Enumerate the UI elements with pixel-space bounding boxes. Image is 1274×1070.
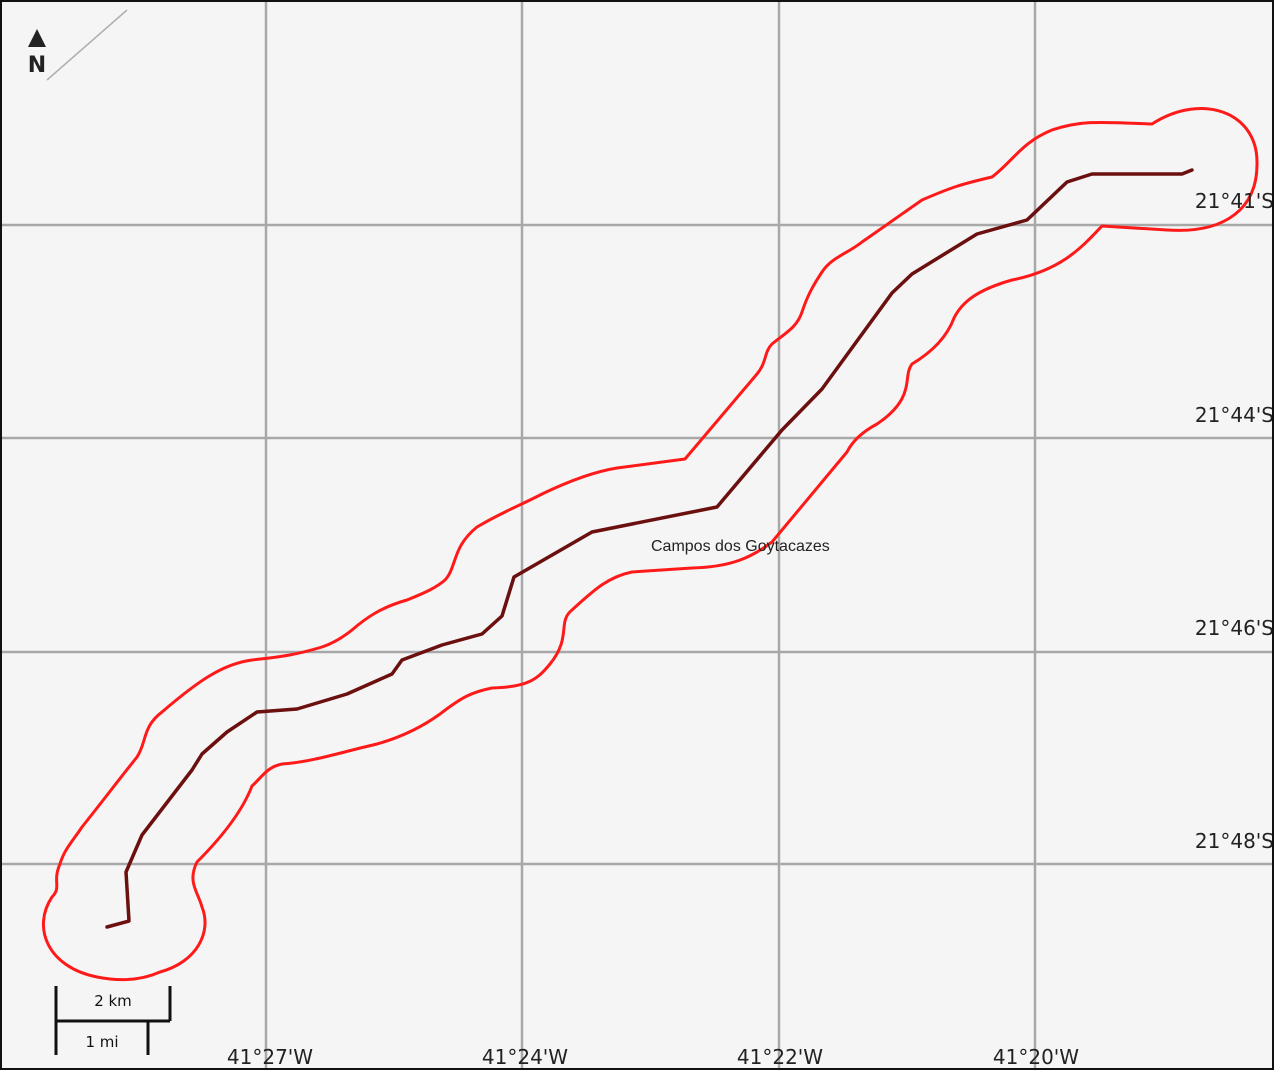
- latitude-label: 21°48'S: [1195, 829, 1274, 853]
- scale-bar-mi-label: 1 mi: [85, 1033, 118, 1051]
- scale-bar: [54, 986, 172, 1055]
- longitude-label: 41°22'W: [737, 1045, 823, 1069]
- north-arrow-diagonal: [46, 9, 128, 81]
- latitude-label: 21°41'S: [1195, 189, 1274, 213]
- route-buffer-outline[interactable]: [42, 107, 1259, 982]
- longitude-label: 41°24'W: [482, 1045, 568, 1069]
- latitude-label: 21°44'S: [1195, 403, 1274, 427]
- north-label: N: [28, 53, 46, 78]
- north-arrow-icon: [28, 29, 46, 47]
- scale-bar-km-label: 2 km: [94, 992, 132, 1010]
- north-arrow: N: [28, 9, 128, 81]
- longitude-label: 41°27'W: [227, 1045, 313, 1069]
- longitude-label: 41°20'W: [993, 1045, 1079, 1069]
- place-label: Campos dos Goytacazes: [651, 538, 830, 555]
- route-line[interactable]: [105, 168, 1194, 929]
- latitude-label: 21°46'S: [1195, 616, 1274, 640]
